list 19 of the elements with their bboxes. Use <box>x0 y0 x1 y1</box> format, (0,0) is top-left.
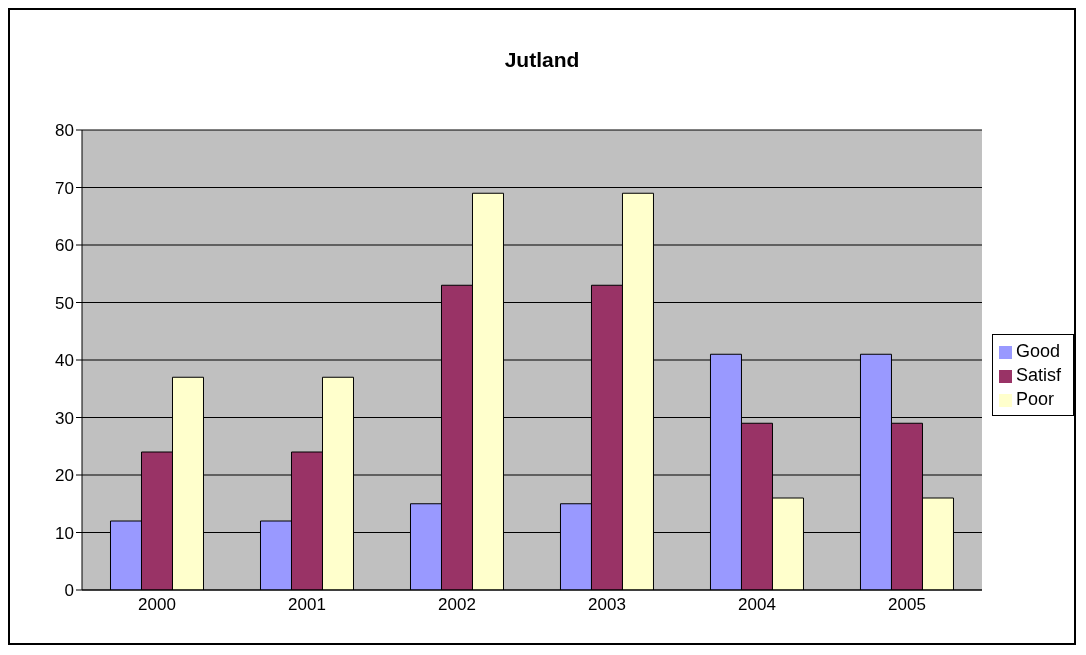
x-tick-label: 2005 <box>888 595 926 615</box>
y-tick-label: 50 <box>55 293 74 313</box>
y-tick-label: 20 <box>55 466 74 486</box>
legend-label: Satisf <box>1015 365 1061 385</box>
y-tick-label: 0 <box>64 581 74 601</box>
x-tick-label: 2004 <box>738 595 776 615</box>
y-tick-label: 10 <box>55 523 74 543</box>
x-tick-label: 2003 <box>588 595 626 615</box>
y-tick-label: 40 <box>55 351 74 371</box>
y-tick-label: 60 <box>55 236 74 256</box>
x-tick-label: 2002 <box>438 595 476 615</box>
y-tick-label: 80 <box>55 121 74 141</box>
legend-label: Poor <box>1015 389 1054 409</box>
legend-label: Good <box>1015 341 1061 361</box>
y-tick-label: 70 <box>55 178 74 198</box>
chart-title: Jutland <box>503 48 581 72</box>
y-tick-label: 30 <box>55 408 74 428</box>
x-tick-label: 2001 <box>288 595 326 615</box>
x-tick-label: 2000 <box>138 595 176 615</box>
